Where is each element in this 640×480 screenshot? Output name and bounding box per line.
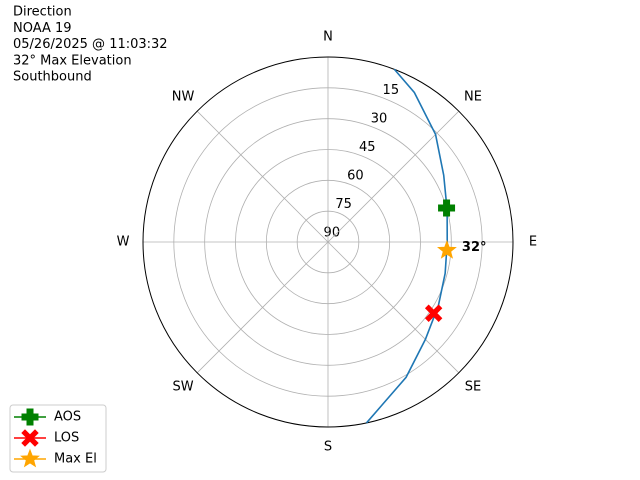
title-line: NOAA 19 [13,21,72,36]
theta-tick-label: SE [465,379,481,394]
grid-spoke [327,241,460,374]
theta-tick-label: W [117,235,130,250]
r-tick-label: 60 [347,168,364,183]
theta-tick-label: SW [172,379,193,394]
title-line: Direction [13,5,72,20]
title-line: Southbound [13,70,92,85]
r-tick-label: 45 [359,140,376,155]
legend-marker [20,448,40,468]
title-line: 05/26/2025 @ 11:03:32 [13,37,168,52]
marker [438,199,456,217]
theta-tick-label: N [323,30,333,45]
marker [424,304,443,322]
legend-label: LOS [54,431,79,446]
r-tick-label: 15 [383,83,400,98]
polar-spine [142,56,514,428]
legend-marker [21,408,39,426]
grid-spoke [196,241,329,374]
grid-spoke [196,110,329,243]
theta-tick-label: E [529,235,537,250]
legend-label: AOS [54,410,81,425]
legend: AOS LOS Max El [9,404,107,473]
theta-tick-label: NW [172,90,195,105]
title-line: 32° Max Elevation [13,53,132,68]
grid-spoke [327,110,460,243]
value-label: 32° [462,240,487,255]
legend-box [9,404,107,473]
legend-label: Max El [54,452,97,467]
marker [437,239,457,259]
legend-marker [21,429,39,447]
r-tick-label: 30 [371,111,388,126]
theta-tick-label: S [324,440,332,455]
theta-tick-label: NE [464,90,482,105]
r-tick-label: 75 [335,197,352,212]
